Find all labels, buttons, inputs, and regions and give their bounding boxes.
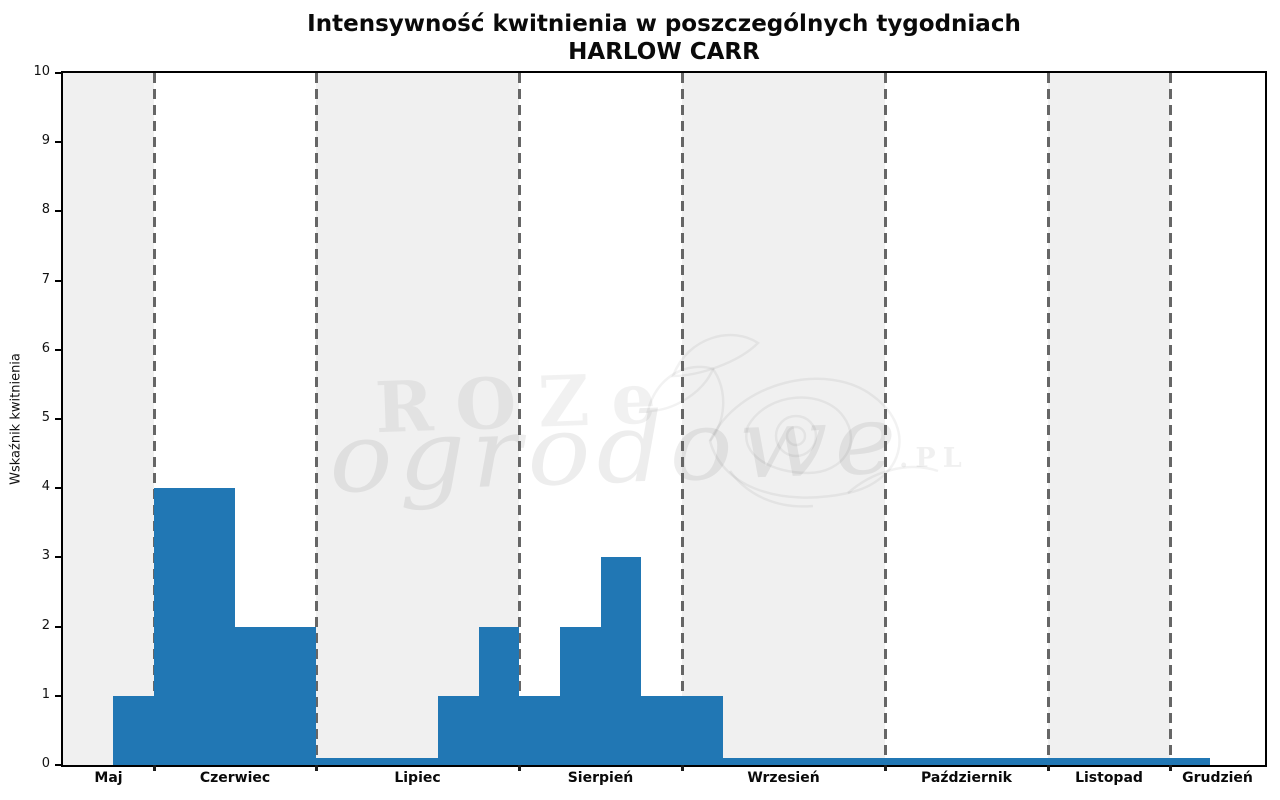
month-band-listopad <box>1048 73 1170 765</box>
x-tick-month-boundary <box>884 765 887 771</box>
x-tick-month-boundary <box>518 765 521 771</box>
month-label-lipiec: Lipiec <box>394 770 441 786</box>
chart-title-line2: HARLOW CARR <box>568 39 760 65</box>
month-label-październik: Październik <box>921 770 1012 786</box>
histogram-bar-week-12 <box>560 627 601 765</box>
x-tick-month-boundary <box>1169 765 1172 771</box>
month-boundary-dashed-line <box>315 73 318 765</box>
x-tick-month-boundary <box>153 765 156 771</box>
histogram-bar-week-25 <box>1088 758 1129 765</box>
histogram-bar-week-9 <box>438 696 479 765</box>
month-band-wrzesień <box>682 73 885 765</box>
x-tick-month-boundary <box>315 765 318 771</box>
month-boundary-dashed-line <box>1047 73 1050 765</box>
y-tick-5 <box>55 418 63 420</box>
x-tick-month-boundary <box>1047 765 1050 771</box>
month-boundary-dashed-line <box>153 73 156 765</box>
y-tick-1 <box>55 694 63 697</box>
month-boundary-dashed-line <box>518 73 521 765</box>
y-tick-label-7: 7 <box>41 271 50 287</box>
y-tick-2 <box>55 625 63 628</box>
y-tick-label-6: 6 <box>41 340 50 356</box>
histogram-bar-week-16 <box>723 758 763 765</box>
histogram-bar-week-4 <box>235 627 276 765</box>
histogram-bar-week-10 <box>479 627 519 765</box>
chart-title-line1: Intensywność kwitnienia w poszczególnych… <box>307 11 1021 37</box>
histogram-bar-week-8 <box>397 758 438 765</box>
histogram-bar-week-23 <box>1007 758 1048 765</box>
y-tick-4 <box>55 487 63 490</box>
y-tick-label-1: 1 <box>41 686 50 702</box>
histogram-bar-week-27 <box>1170 758 1210 765</box>
chart-title: Intensywność kwitnienia w poszczególnych… <box>63 10 1265 66</box>
histogram-bar-week-19 <box>845 758 885 765</box>
y-tick-label-3: 3 <box>41 548 50 564</box>
plot-area: ROZe ogrodowe .PL <box>61 71 1267 767</box>
y-tick-label-0: 0 <box>41 756 50 771</box>
month-band-grudzień <box>1170 73 1265 765</box>
month-label-listopad: Listopad <box>1075 770 1143 786</box>
histogram-bar-week-15 <box>682 696 723 765</box>
y-tick-10 <box>55 72 63 74</box>
histogram-bar-week-20 <box>885 758 926 765</box>
y-tick-label-4: 4 <box>41 479 50 495</box>
histogram-bar-week-14 <box>641 696 682 765</box>
histogram-bar-week-6 <box>316 758 357 765</box>
y-tick-7 <box>55 279 63 282</box>
histogram-bar-week-22 <box>966 758 1007 765</box>
histogram-bar-week-24 <box>1048 758 1088 765</box>
histogram-bar-week-3 <box>194 488 235 765</box>
y-tick-label-8: 8 <box>41 202 50 218</box>
histogram-bar-week-2 <box>154 488 194 765</box>
month-band-maj <box>63 73 154 765</box>
month-label-czerwiec: Czerwiec <box>199 770 271 786</box>
histogram-bar-week-7 <box>357 758 397 765</box>
month-label-grudzień: Grudzień <box>1182 770 1253 786</box>
month-boundary-dashed-line <box>1169 73 1172 765</box>
month-label-maj: Maj <box>94 770 123 786</box>
x-tick-month-boundary <box>681 765 684 771</box>
y-tick-9 <box>55 141 63 144</box>
histogram-bar-week-17 <box>763 758 804 765</box>
month-band-październik <box>885 73 1048 765</box>
month-boundary-dashed-line <box>681 73 684 765</box>
y-tick-label-2: 2 <box>41 617 50 633</box>
y-tick-3 <box>55 556 63 559</box>
y-tick-6 <box>55 348 63 351</box>
histogram-bar-week-11 <box>519 696 560 765</box>
y-tick-label-9: 9 <box>41 133 50 149</box>
y-tick-label-5: 5 <box>41 410 50 425</box>
y-tick-8 <box>55 210 63 213</box>
histogram-bar-week-1 <box>113 696 154 765</box>
month-label-wrzesień: Wrzesień <box>747 770 820 786</box>
histogram-bar-week-5 <box>276 627 316 765</box>
month-boundary-dashed-line <box>884 73 887 765</box>
y-tick-label-10: 10 <box>33 64 50 79</box>
histogram-bar-week-18 <box>804 758 845 765</box>
histogram-bar-week-26 <box>1129 758 1170 765</box>
histogram-bar-week-21 <box>926 758 966 765</box>
y-tick-0 <box>55 764 63 766</box>
histogram-bar-week-13 <box>601 557 641 765</box>
month-label-sierpień: Sierpień <box>567 770 634 786</box>
